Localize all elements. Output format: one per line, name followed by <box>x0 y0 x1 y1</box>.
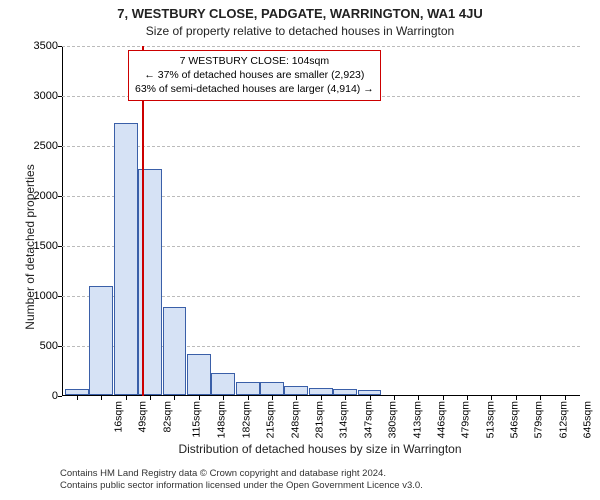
xtick-label: 248sqm <box>289 401 301 438</box>
ytick-label: 0 <box>18 390 58 402</box>
y-axis-line <box>62 46 63 396</box>
gridline-h <box>62 46 580 47</box>
xtick-mark <box>272 396 273 400</box>
xtick-label: 281sqm <box>313 401 325 438</box>
histogram-bar <box>187 354 211 395</box>
xtick-label: 413sqm <box>411 401 423 438</box>
xtick-mark <box>540 396 541 400</box>
histogram-bar <box>114 123 138 395</box>
xtick-label: 115sqm <box>191 401 203 438</box>
xtick-label: 16sqm <box>112 401 124 433</box>
xtick-mark <box>370 396 371 400</box>
xtick-label: 612sqm <box>557 401 569 438</box>
histogram-bar <box>309 388 333 395</box>
histogram-bar <box>260 382 284 395</box>
histogram-bar <box>65 389 89 395</box>
ytick-label: 1000 <box>18 290 58 302</box>
ytick-mark <box>58 396 62 397</box>
ytick-mark <box>58 246 62 247</box>
xtick-mark <box>199 396 200 400</box>
xtick-label: 314sqm <box>338 401 350 438</box>
xtick-label: 513sqm <box>484 401 496 438</box>
histogram-bar <box>163 307 187 395</box>
xtick-mark <box>321 396 322 400</box>
histogram-bar <box>89 286 113 395</box>
xtick-mark <box>174 396 175 400</box>
chart-subtitle: Size of property relative to detached ho… <box>0 24 600 38</box>
histogram-bar <box>333 389 357 395</box>
xtick-label: 546sqm <box>508 401 520 438</box>
xtick-label: 148sqm <box>216 401 228 438</box>
xtick-mark <box>516 396 517 400</box>
plot-area: 050010001500200025003000350016sqm49sqm82… <box>62 46 580 396</box>
ytick-label: 1500 <box>18 240 58 252</box>
xtick-mark <box>394 396 395 400</box>
histogram-bar <box>236 382 260 395</box>
ytick-mark <box>58 296 62 297</box>
xtick-mark <box>491 396 492 400</box>
xtick-label: 446sqm <box>435 401 447 438</box>
xtick-label: 82sqm <box>161 401 173 433</box>
xtick-mark <box>248 396 249 400</box>
xtick-label: 380sqm <box>386 401 398 438</box>
gridline-h <box>62 146 580 147</box>
xtick-label: 479sqm <box>460 401 472 438</box>
xtick-mark <box>77 396 78 400</box>
ytick-mark <box>58 46 62 47</box>
xtick-mark <box>126 396 127 400</box>
annotation-line: 7 WESTBURY CLOSE: 104sqm <box>135 54 374 68</box>
xtick-mark <box>101 396 102 400</box>
ytick-label: 500 <box>18 340 58 352</box>
xtick-mark <box>223 396 224 400</box>
xtick-mark <box>565 396 566 400</box>
histogram-bar <box>284 386 308 395</box>
xtick-mark <box>418 396 419 400</box>
xtick-label: 579sqm <box>533 401 545 438</box>
ytick-mark <box>58 96 62 97</box>
page-title: 7, WESTBURY CLOSE, PADGATE, WARRINGTON, … <box>0 6 600 21</box>
ytick-label: 2500 <box>18 140 58 152</box>
ytick-label: 2000 <box>18 190 58 202</box>
ytick-label: 3000 <box>18 90 58 102</box>
xtick-label: 182sqm <box>240 401 252 438</box>
ytick-label: 3500 <box>18 40 58 52</box>
xtick-mark <box>443 396 444 400</box>
xtick-label: 49sqm <box>137 401 149 433</box>
annotation-line: ← 37% of detached houses are smaller (2,… <box>135 68 374 82</box>
annotation-line: 63% of semi-detached houses are larger (… <box>135 82 374 96</box>
xtick-label: 215sqm <box>265 401 277 438</box>
histogram-bar <box>358 390 382 395</box>
xtick-label: 347sqm <box>362 401 374 438</box>
xtick-mark <box>150 396 151 400</box>
x-axis-label: Distribution of detached houses by size … <box>60 442 580 456</box>
xtick-mark <box>467 396 468 400</box>
ytick-mark <box>58 146 62 147</box>
ytick-mark <box>58 346 62 347</box>
ytick-mark <box>58 196 62 197</box>
xtick-mark <box>345 396 346 400</box>
xtick-label: 645sqm <box>582 401 594 438</box>
xtick-mark <box>296 396 297 400</box>
annotation-box: 7 WESTBURY CLOSE: 104sqm← 37% of detache… <box>128 50 381 101</box>
histogram-bar <box>211 373 235 395</box>
footer-text: Contains HM Land Registry data © Crown c… <box>60 468 580 492</box>
